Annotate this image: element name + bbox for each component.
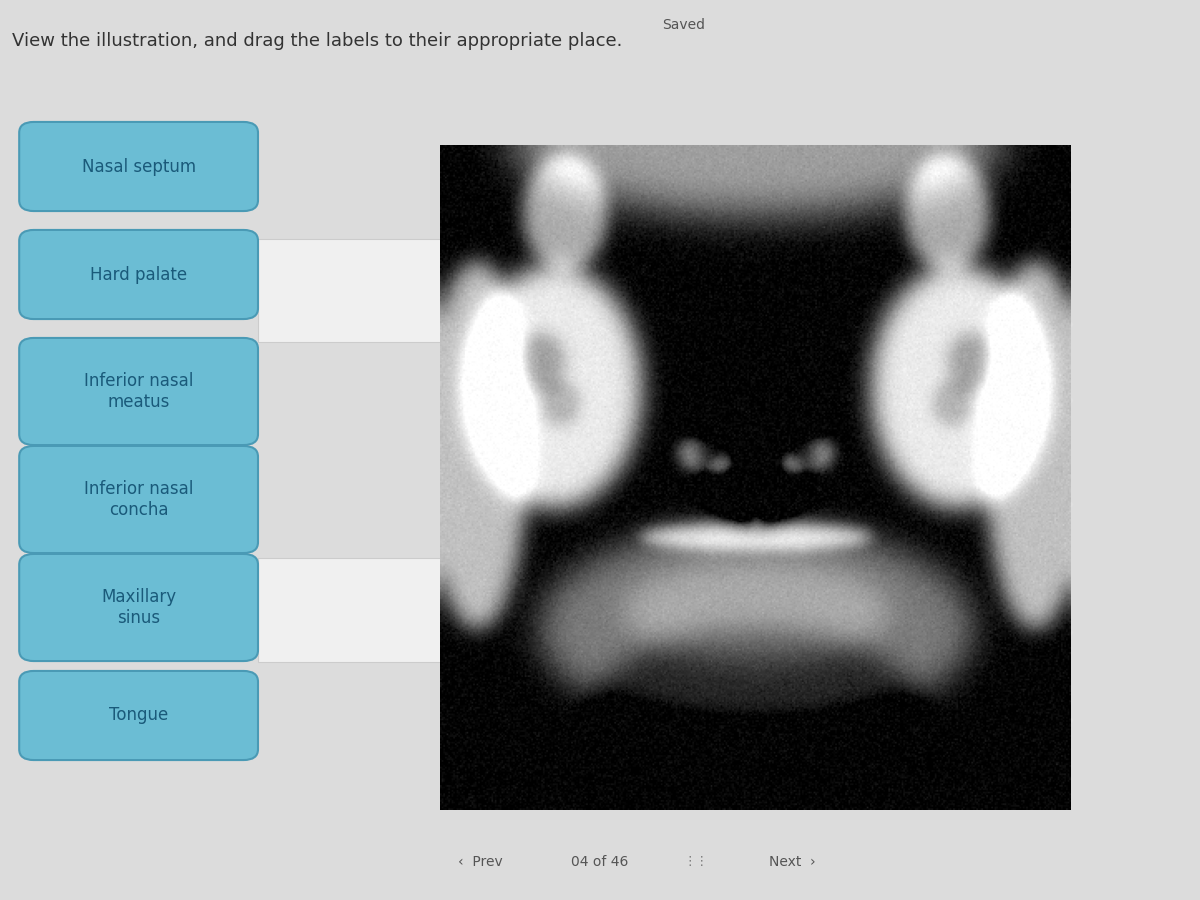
- FancyBboxPatch shape: [258, 238, 444, 342]
- Text: View the illustration, and drag the labels to their appropriate place.: View the illustration, and drag the labe…: [12, 32, 623, 50]
- FancyBboxPatch shape: [258, 558, 444, 662]
- Text: Next  ›: Next ›: [769, 854, 815, 868]
- Text: Hard palate: Hard palate: [90, 266, 187, 284]
- Text: Nasal septum: Nasal septum: [82, 158, 196, 176]
- Text: Maxillary
sinus: Maxillary sinus: [101, 588, 176, 627]
- Text: ‹  Prev: ‹ Prev: [457, 854, 503, 868]
- Text: ⋮⋮: ⋮⋮: [684, 856, 708, 868]
- Text: Tongue: Tongue: [109, 706, 168, 724]
- FancyBboxPatch shape: [19, 446, 258, 553]
- Text: 04 of 46: 04 of 46: [571, 854, 629, 868]
- FancyBboxPatch shape: [19, 122, 258, 212]
- Text: Inferior nasal
meatus: Inferior nasal meatus: [84, 372, 193, 411]
- Text: Saved: Saved: [662, 18, 706, 32]
- FancyBboxPatch shape: [19, 671, 258, 760]
- FancyBboxPatch shape: [19, 554, 258, 661]
- Text: Inferior nasal
concha: Inferior nasal concha: [84, 480, 193, 519]
- FancyBboxPatch shape: [19, 230, 258, 320]
- FancyBboxPatch shape: [19, 338, 258, 446]
